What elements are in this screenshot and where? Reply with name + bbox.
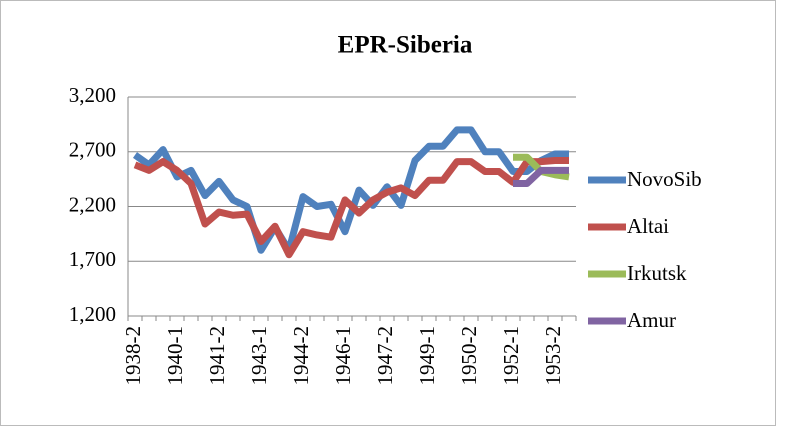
x-tick-label: 1944-2	[289, 326, 313, 386]
x-tick-label: 1947-2	[373, 326, 397, 386]
x-tick-label: 1946-1	[331, 326, 355, 386]
legend-label: Irkutsk	[627, 261, 687, 285]
y-tick-label: 1,700	[69, 247, 116, 271]
y-tick-label: 3,200	[69, 83, 116, 107]
chart-title: EPR-Siberia	[338, 32, 473, 59]
legend-label: Amur	[627, 308, 676, 332]
chart-border	[0, 0, 776, 426]
y-tick-label: 1,200	[69, 302, 116, 326]
series-line	[513, 166, 569, 188]
x-tick-label: 1940-1	[163, 326, 187, 386]
x-tick-label: 1941-2	[205, 326, 229, 386]
y-tick-label: 2,200	[69, 192, 116, 216]
legend-label: Altai	[627, 214, 669, 238]
legend-label: NovoSib	[627, 167, 702, 191]
x-tick-label: 1943-1	[247, 326, 271, 386]
x-tick-label: 1938-2	[121, 326, 145, 386]
x-tick-label: 1949-1	[415, 326, 439, 386]
x-tick-label: 1952-1	[499, 326, 523, 386]
series-line	[133, 157, 569, 259]
y-tick-label: 2,700	[69, 138, 116, 162]
x-tick-label: 1953-2	[541, 326, 565, 386]
x-tick-label: 1950-2	[457, 326, 481, 386]
